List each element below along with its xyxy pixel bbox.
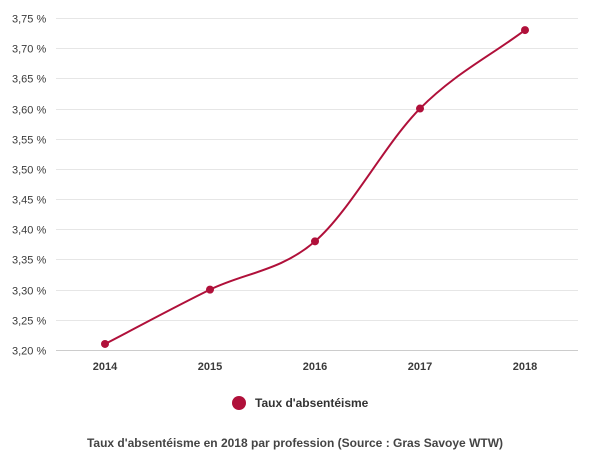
data-point[interactable]	[101, 339, 109, 348]
series-line	[104, 29, 526, 345]
y-tick-label: 3,60 %	[12, 105, 46, 117]
x-tick-label: 2014	[93, 361, 118, 373]
y-tick-label: 3,55 %	[12, 135, 46, 147]
y-tick-label: 3,65 %	[12, 74, 46, 86]
y-tick-label: 3,25 %	[12, 316, 46, 328]
data-point[interactable]	[521, 26, 529, 35]
series	[101, 26, 529, 348]
legend[interactable]: Taux d'absentéisme	[232, 394, 368, 412]
y-axis: 3,20 % 3,25 % 3,30 % 3,35 % 3,40 % 3,45 % 3,50…	[12, 14, 46, 358]
gridlines	[56, 18, 578, 351]
legend-label: Taux d'absentéisme	[255, 396, 369, 410]
y-tick-label: 3,75 %	[12, 14, 46, 26]
x-tick-label: 2018	[513, 361, 537, 373]
data-point[interactable]	[416, 104, 424, 113]
x-tick-label: 2016	[303, 361, 327, 373]
x-tick-label: 2017	[408, 361, 432, 373]
chart-caption: Taux d'absentéisme en 2018 par professio…	[86, 436, 504, 450]
y-tick-label: 3,50 %	[12, 165, 46, 177]
x-tick-label: 2015	[198, 361, 222, 373]
x-axis: 2014 2015 2016 2017 2018	[93, 361, 537, 373]
y-tick-label: 3,40 %	[12, 225, 46, 237]
y-tick-label: 3,30 %	[12, 286, 46, 298]
y-tick-label: 3,45 %	[12, 195, 46, 207]
y-tick-label: 3,70 %	[12, 44, 46, 56]
data-point[interactable]	[206, 285, 214, 294]
y-tick-label: 3,20 %	[12, 346, 46, 358]
y-tick-label: 3,35 %	[12, 255, 46, 267]
data-point[interactable]	[311, 237, 319, 246]
legend-marker	[232, 396, 246, 410]
